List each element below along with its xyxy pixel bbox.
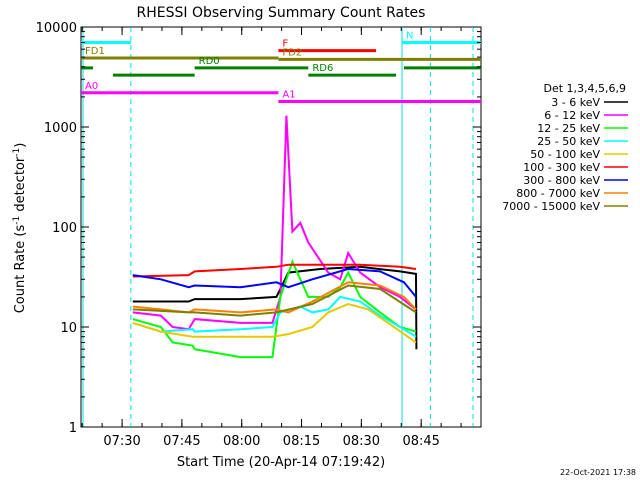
series-line: [132, 263, 417, 278]
series-line: [132, 267, 417, 298]
legend-label: 100 - 300 keV: [523, 161, 600, 174]
flag-bars: N F FD1 FD2 RD0 RD6 A0 A1: [81, 30, 481, 103]
x-tick-label: 07:45: [163, 434, 200, 449]
x-axis-ticks: 07:30 07:45 08:00 08:15 08:30 08:45: [81, 27, 462, 449]
flag-label-f: F: [282, 39, 288, 50]
flag-label-fd1: FD1: [85, 46, 105, 57]
flag-label-rd6: RD6: [312, 63, 333, 74]
y-axis-ticks: 1 10 100 1000 10000: [36, 21, 481, 436]
flag-label-n: N: [406, 30, 413, 41]
x-axis-label: Start Time (20-Apr-14 07:19:42): [177, 455, 385, 470]
flag-label-a0: A0: [85, 81, 98, 92]
night-lines: [82, 27, 474, 427]
legend-label: 3 - 6 keV: [551, 96, 600, 109]
legend-label: 800 - 7000 keV: [516, 187, 600, 200]
x-tick-label: 08:00: [223, 434, 260, 449]
footer-date: 22-Oct-2021 17:38: [560, 468, 636, 477]
legend-label: 12 - 25 keV: [537, 122, 600, 135]
series-line: [132, 302, 417, 344]
x-tick-label: 08:30: [343, 434, 380, 449]
y-tick-label: 1: [69, 421, 77, 436]
series-line: [132, 284, 417, 317]
legend-label: 6 - 12 keV: [544, 109, 600, 122]
x-tick-label: 08:45: [402, 434, 439, 449]
legend-label: 25 - 50 keV: [537, 135, 600, 148]
legend-header: Det 1,3,4,5,6,9: [543, 82, 626, 95]
y-axis-label: Count Rate (s-1 detector-1): [12, 143, 28, 314]
y-tick-label: 10: [60, 321, 77, 336]
plot-frame: [80, 26, 482, 428]
y-tick-label: 10000: [36, 21, 77, 36]
x-tick-label: 07:30: [103, 434, 140, 449]
series-lines: [132, 115, 418, 359]
legend-label: 50 - 100 keV: [530, 148, 600, 161]
series-line: [132, 258, 417, 359]
y-tick-label: 100: [52, 221, 77, 236]
legend-label: 300 - 800 keV: [523, 174, 600, 187]
flag-label-a1: A1: [282, 89, 295, 100]
legend-label: 7000 - 15000 keV: [502, 200, 600, 213]
chart-title: RHESSI Observing Summary Count Rates: [137, 5, 426, 21]
flag-label-fd2: FD2: [282, 47, 302, 58]
flag-label-rd0: RD0: [199, 56, 220, 67]
y-tick-label: 1000: [44, 121, 77, 136]
x-tick-label: 08:15: [283, 434, 320, 449]
